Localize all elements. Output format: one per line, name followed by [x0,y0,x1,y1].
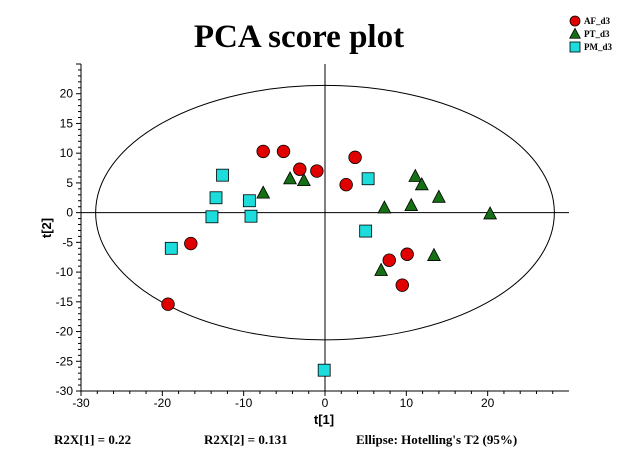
point-circle [339,177,353,192]
point-triangle [427,247,441,261]
y-axis-label: t[2] [39,218,54,238]
series-PM_d3 [164,168,375,377]
x-tick-label: 10 [400,396,414,410]
point-triangle [296,172,311,187]
point-square [164,241,178,255]
x-tick-label: 20 [481,396,495,410]
x-tick-label: -30 [72,396,90,410]
y-tick-label: -10 [56,265,74,279]
legend-label-AF_d3: AF_d3 [584,16,611,26]
point-square [242,194,256,208]
r2x2-text: R2X[2] = 0.131 [204,432,288,447]
y-tick-label: -25 [56,354,74,368]
point-circle [276,144,291,159]
x-tick-label: 0 [322,396,329,410]
point-circle [161,297,175,311]
point-circle [395,278,409,292]
ellipse-note-text: Ellipse: Hotelling's T2 (95%) [356,432,517,447]
point-circle [293,162,307,176]
y-tick-label: 0 [66,206,73,220]
series-AF_d3 [161,144,414,311]
y-tick-label: -30 [56,384,74,398]
y-tick-label: 20 [60,87,74,101]
y-tick-label: 15 [60,116,74,130]
point-triangle [431,189,446,203]
legend: AF_d3 PT_d3 PM_d3 [569,15,612,53]
point-triangle [414,176,429,191]
y-tick-label: 10 [60,146,74,160]
legend-label-PM_d3: PM_d3 [584,42,612,52]
axes: -30 -20 -10 0 10 20 -30 -25 -20 -15 -10 -5 0 5 10 15 20 [56,63,569,410]
y-tick-label: -5 [62,235,73,249]
point-triangle [483,206,498,220]
point-triangle [377,200,392,214]
point-triangle [256,185,271,199]
hotelling-ellipse [95,84,555,341]
y-tick-label: -15 [56,295,74,309]
point-circle [184,236,198,251]
point-circle [382,253,396,267]
x-axis-label: t[1] [314,412,334,427]
point-triangle [283,171,297,185]
point-square [317,363,331,377]
series-PT_d3 [256,168,498,276]
point-square [209,191,223,205]
legend-marker-PT_d3 [569,27,581,39]
point-square [244,209,258,223]
x-tick-label: -20 [154,396,172,410]
point-square [361,172,375,186]
point-triangle [408,168,423,182]
point-circle [256,144,270,159]
point-triangle [374,262,389,276]
point-circle [310,164,324,178]
r2x1-text: R2X[1] = 0.22 [54,432,131,447]
point-triangle [404,197,419,212]
chart-title: PCA score plot [194,19,404,55]
point-square [359,224,373,238]
point-circle [400,247,414,261]
legend-marker-AF_d3 [569,15,581,27]
point-square [216,168,229,182]
legend-label-PT_d3: PT_d3 [584,29,610,39]
legend-marker-PM_d3 [569,41,581,53]
point-square [205,210,219,224]
y-tick-label: 5 [66,176,73,190]
y-tick-label: -20 [56,325,74,339]
data-points [161,144,498,377]
point-circle [348,150,362,165]
x-tick-label: -10 [235,396,253,410]
hotelling-ellipse-layer [95,84,555,341]
